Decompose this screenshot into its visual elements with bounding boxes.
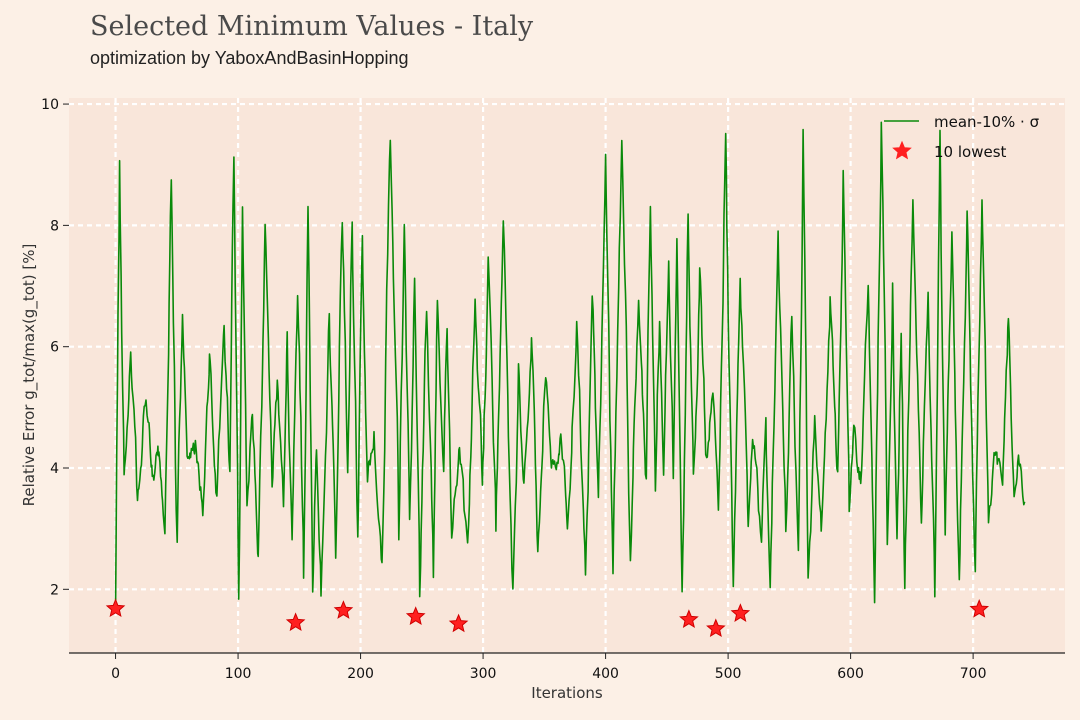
x-axis-ticks: 0 100 200 300 400 500 600 700 bbox=[111, 653, 986, 682]
mean-line bbox=[114, 121, 1026, 608]
legend-label-mean: mean-10% · σ bbox=[934, 113, 1040, 131]
lowest-points bbox=[105, 598, 990, 638]
chart-subtitle: optimization by YaboxAndBasinHopping bbox=[90, 48, 409, 68]
legend-label-lowest: 10 lowest bbox=[934, 143, 1007, 161]
x-tick-label: 500 bbox=[715, 666, 742, 682]
lowest-point-star bbox=[706, 618, 726, 638]
y-axis-label: Relative Error g_tot/max(g_tot) [%] bbox=[20, 244, 39, 507]
lowest-point-star bbox=[333, 600, 354, 619]
y-tick-label: 8 bbox=[50, 218, 59, 234]
legend: mean-10% · σ 10 lowest bbox=[884, 113, 1040, 161]
y-tick-label: 4 bbox=[50, 461, 59, 477]
x-tick-label: 0 bbox=[111, 666, 120, 682]
y-tick-label: 10 bbox=[41, 97, 59, 113]
x-axis-label: Iterations bbox=[531, 684, 603, 702]
x-tick-label: 200 bbox=[347, 666, 374, 682]
lowest-point-star bbox=[405, 606, 426, 625]
y-tick-label: 6 bbox=[50, 340, 59, 356]
x-tick-label: 700 bbox=[960, 666, 987, 682]
x-tick-label: 300 bbox=[470, 666, 497, 682]
lowest-point-star bbox=[105, 598, 126, 618]
chart-title: Selected Minimum Values - Italy bbox=[90, 11, 534, 42]
lowest-point-star bbox=[730, 603, 751, 622]
lowest-point-star bbox=[448, 613, 469, 633]
x-tick-label: 100 bbox=[225, 666, 252, 682]
y-axis-ticks: 2 4 6 8 10 bbox=[41, 97, 69, 598]
x-tick-label: 400 bbox=[592, 666, 619, 682]
y-tick-label: 2 bbox=[50, 582, 59, 598]
lowest-point-star bbox=[285, 612, 306, 632]
lowest-point-star bbox=[969, 598, 990, 618]
series-line bbox=[114, 121, 1026, 608]
plot-area bbox=[69, 98, 1065, 653]
legend-star-swatch bbox=[892, 140, 912, 160]
x-tick-label: 600 bbox=[837, 666, 864, 682]
lowest-point-star bbox=[679, 609, 699, 628]
